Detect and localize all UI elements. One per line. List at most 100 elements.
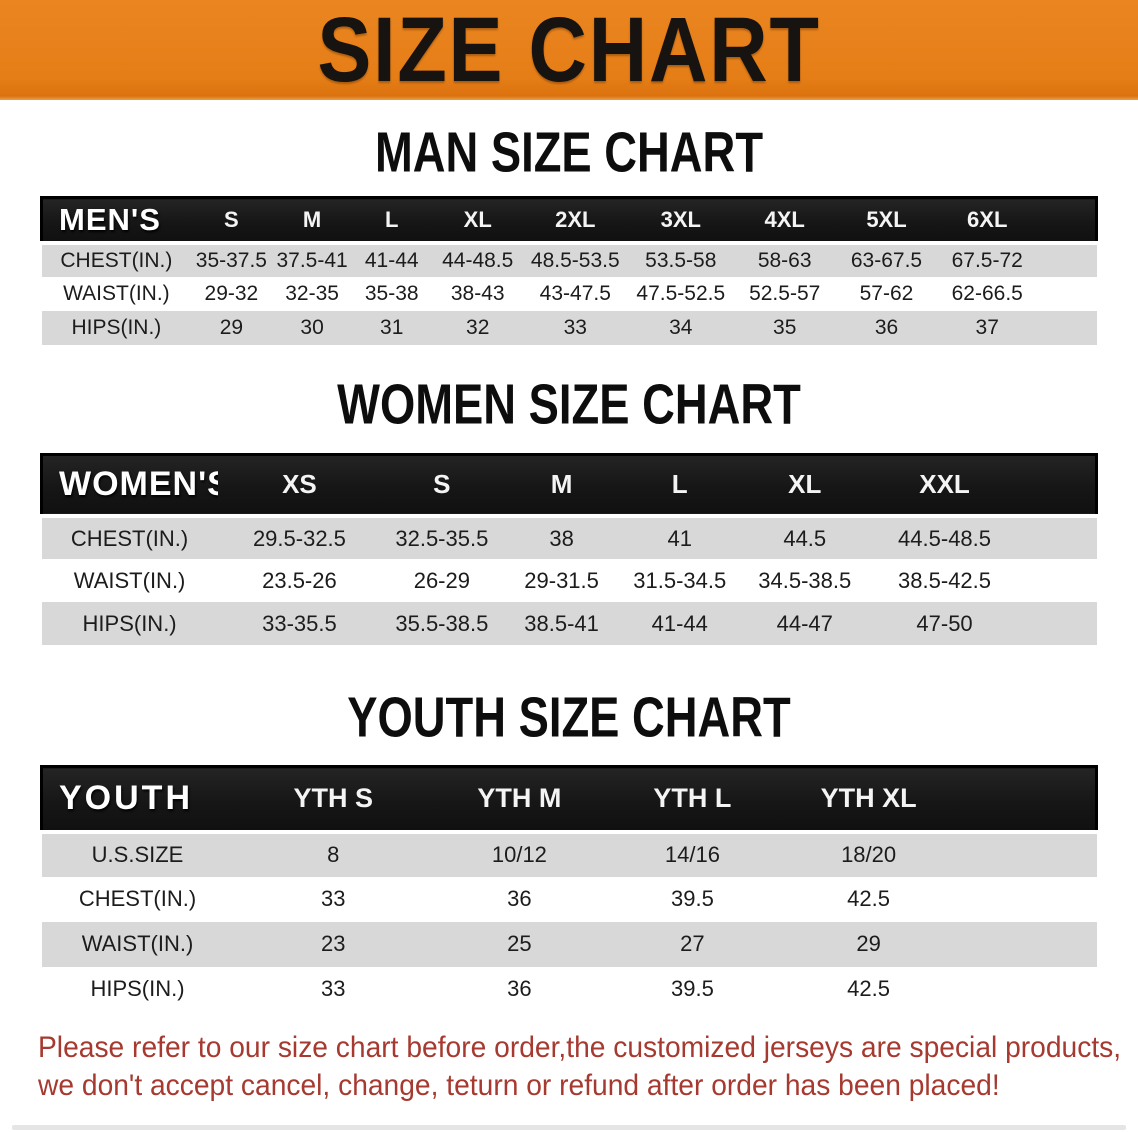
man-section-heading-text: MAN SIZE CHART — [374, 121, 764, 185]
table-row: CHEST(IN.) 33 36 39.5 42.5 — [41, 876, 1097, 922]
row-label: CHEST(IN.) — [41, 240, 192, 277]
size-column-header: L — [620, 452, 739, 518]
size-cell: 14/16 — [605, 829, 779, 877]
size-cell: 44.5-48.5 — [870, 514, 1019, 559]
table-row: HIPS(IN.) 29 30 31 32 33 34 35 36 37 — [41, 310, 1097, 345]
spacer-cell — [1035, 240, 1097, 277]
size-cell: 33-35.5 — [217, 602, 382, 645]
header-spacer-cell — [1035, 196, 1099, 244]
size-column-header: XL — [738, 452, 871, 518]
row-label: HIPS(IN.) — [41, 602, 218, 645]
size-column-header: 6XL — [939, 196, 1036, 244]
table-row: CHEST(IN.) 29.5-32.5 32.5-35.5 38 41 44.5 44.5… — [41, 514, 1097, 559]
size-cell: 26-29 — [381, 559, 503, 602]
spacer-cell — [1018, 602, 1097, 645]
spacer-cell — [958, 921, 1097, 967]
size-chart-banner: SIZE CHART — [0, 0, 1138, 100]
table-row: HIPS(IN.) 33-35.5 35.5-38.5 38.5-41 41-44 44-… — [41, 602, 1097, 645]
size-column-header: XL — [430, 196, 525, 244]
size-cell: 67.5-72 — [939, 240, 1036, 277]
size-cell: 29 — [191, 310, 272, 345]
size-cell: 39.5 — [605, 876, 779, 922]
spacer-cell — [1035, 276, 1097, 311]
women-section-heading: WOMEN SIZE CHART — [0, 373, 1138, 436]
disclaimer-line-1: Please refer to our size chart before or… — [38, 1030, 1122, 1064]
size-cell: 23.5-26 — [217, 559, 382, 602]
size-cell: 44.5 — [738, 514, 871, 559]
size-cell: 41 — [620, 514, 739, 559]
header-spacer-cell — [958, 765, 1099, 833]
size-column-header: XXL — [870, 452, 1019, 518]
size-cell: 29-31.5 — [502, 559, 621, 602]
size-cell: 42.5 — [778, 966, 959, 1012]
size-column-header: 4XL — [735, 196, 834, 244]
banner-title: SIZE CHART — [317, 0, 821, 101]
row-label: HIPS(IN.) — [41, 966, 234, 1012]
size-cell: 31.5-34.5 — [620, 559, 739, 602]
spacer-cell — [958, 966, 1097, 1012]
spacer-cell — [1018, 559, 1097, 602]
table-row: HIPS(IN.) 33 36 39.5 42.5 — [41, 966, 1097, 1012]
size-cell: 36 — [432, 876, 606, 922]
size-cell: 30 — [271, 310, 353, 345]
spacer-cell — [958, 829, 1097, 877]
row-label: U.S.SIZE — [41, 829, 234, 877]
size-cell: 37.5-41 — [271, 240, 353, 277]
table-header-row: YOUTH YTH S YTH M YTH L YTH XL — [40, 765, 1099, 833]
size-cell: 48.5-53.5 — [524, 240, 626, 277]
women-section-heading-text: WOMEN SIZE CHART — [337, 373, 801, 436]
size-cell: 42.5 — [778, 876, 959, 922]
table-row: U.S.SIZE 8 10/12 14/16 18/20 — [41, 829, 1097, 877]
man-section-heading: MAN SIZE CHART — [0, 121, 1138, 185]
size-cell: 29 — [778, 921, 959, 967]
photo-bottom-edge — [12, 1125, 1126, 1130]
size-cell: 35 — [735, 310, 834, 345]
size-cell: 41-44 — [352, 240, 431, 277]
size-cell: 57-62 — [833, 276, 940, 311]
youth-size-table-wrap: YOUTH YTH S YTH M YTH L YTH XL U.S.SIZE 8 10/1… — [0, 765, 1138, 1012]
size-column-header: YTH M — [432, 765, 606, 833]
youth-section-heading: YOUTH SIZE CHART — [0, 690, 1138, 746]
size-cell: 47-50 — [870, 602, 1019, 645]
size-cell: 36 — [432, 966, 606, 1012]
spacer-cell — [1035, 310, 1097, 345]
size-cell: 44-48.5 — [430, 240, 525, 277]
size-cell: 29-32 — [191, 276, 272, 311]
table-row: WAIST(IN.) 23.5-26 26-29 29-31.5 31.5-34.5 34… — [41, 559, 1097, 602]
size-cell: 53.5-58 — [625, 240, 736, 277]
size-column-header: M — [271, 196, 353, 244]
table-corner-label: YOUTH — [40, 765, 234, 833]
row-label: HIPS(IN.) — [41, 310, 192, 345]
table-corner-label: MEN'S — [40, 196, 192, 244]
size-cell: 44-47 — [738, 602, 871, 645]
size-cell: 38.5-42.5 — [870, 559, 1019, 602]
size-column-header: 5XL — [833, 196, 940, 244]
row-label: WAIST(IN.) — [41, 921, 234, 967]
women-size-table: WOMEN'S XS S M L XL XXL CHEST(IN.) 29.5-32.5 32.… — [39, 452, 1099, 645]
size-column-header: L — [352, 196, 431, 244]
size-cell: 29.5-32.5 — [217, 514, 382, 559]
size-column-header: YTH S — [233, 765, 433, 833]
size-cell: 62-66.5 — [939, 276, 1036, 311]
size-cell: 33 — [233, 966, 433, 1012]
size-column-header: YTH L — [605, 765, 779, 833]
row-label: CHEST(IN.) — [41, 876, 234, 922]
size-cell: 63-67.5 — [833, 240, 940, 277]
size-column-header: YTH XL — [778, 765, 959, 833]
size-cell: 32.5-35.5 — [381, 514, 503, 559]
size-cell: 18/20 — [778, 829, 959, 877]
size-cell: 38 — [502, 514, 621, 559]
size-cell: 35.5-38.5 — [381, 602, 503, 645]
size-cell: 35-38 — [352, 276, 431, 311]
spacer-cell — [1018, 514, 1097, 559]
header-spacer-cell — [1018, 452, 1099, 518]
size-cell: 34 — [625, 310, 736, 345]
size-cell: 41-44 — [620, 602, 739, 645]
size-cell: 52.5-57 — [735, 276, 834, 311]
size-cell: 58-63 — [735, 240, 834, 277]
size-cell: 25 — [432, 921, 606, 967]
table-row: CHEST(IN.) 35-37.5 37.5-41 41-44 44-48.5 48.5… — [41, 240, 1097, 277]
men-size-table-wrap: MEN'S S M L XL 2XL 3XL 4XL 5XL 6XL CHEST(IN.) 35-3… — [0, 196, 1138, 345]
youth-size-table: YOUTH YTH S YTH M YTH L YTH XL U.S.SIZE 8 10/1… — [40, 765, 1099, 1012]
size-cell: 32-35 — [271, 276, 353, 311]
